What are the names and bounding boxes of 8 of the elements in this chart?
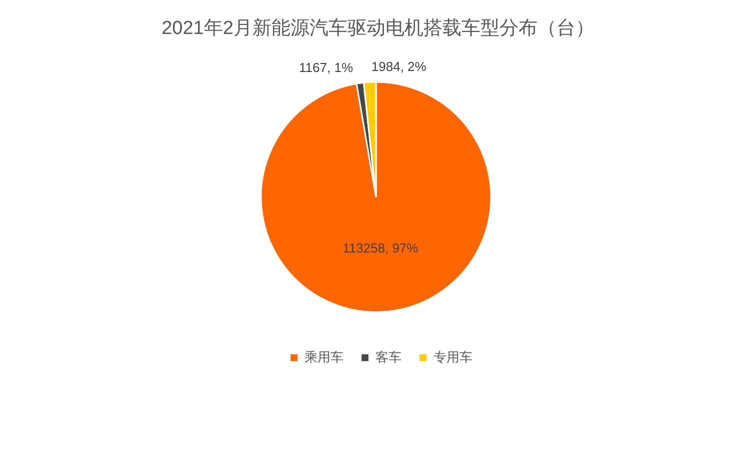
legend-label: 客车 xyxy=(376,350,402,365)
chart-title: 2021年2月新能源汽车驱动电机搭载车型分布（台） xyxy=(162,17,594,39)
legend-label: 专用车 xyxy=(434,350,472,365)
data-label: 1984, 2% xyxy=(371,59,427,74)
data-label: 1167, 1% xyxy=(299,60,354,76)
data-label: 113258, 97% xyxy=(342,240,419,256)
legend-label: 乘用车 xyxy=(304,350,344,365)
pie-slice xyxy=(260,81,492,313)
